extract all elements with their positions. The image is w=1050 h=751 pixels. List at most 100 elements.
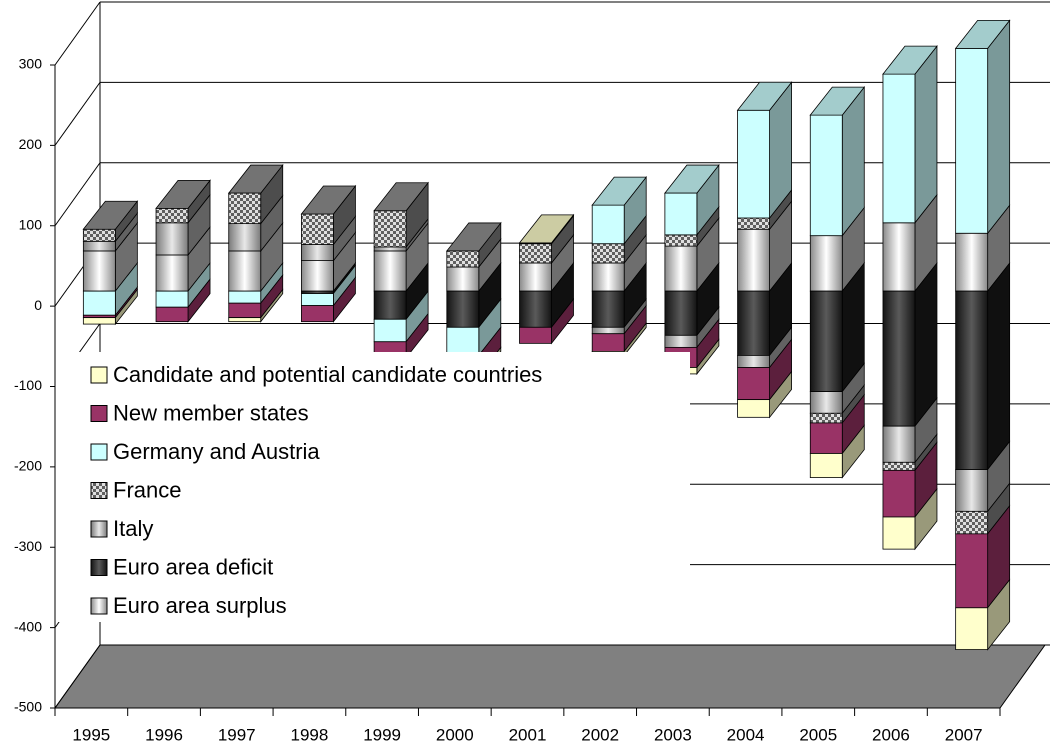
bar-top — [445, 222, 502, 252]
legend-label: Euro area deficit — [113, 554, 273, 579]
bar-segment — [519, 290, 552, 328]
bar-top — [300, 185, 357, 215]
bar-segment — [955, 533, 989, 609]
bar-segment — [155, 306, 189, 323]
bar-segment — [955, 47, 989, 234]
bar-segment — [373, 246, 407, 252]
bar-segment — [446, 290, 480, 328]
x-tick-label: 2002 — [581, 725, 619, 744]
y-tick-label: -400 — [14, 618, 42, 634]
bar-top — [809, 86, 866, 116]
x-tick-label: 2003 — [654, 725, 692, 744]
legend-swatch — [90, 597, 108, 615]
bar-top — [882, 45, 938, 75]
bar-top — [155, 179, 211, 209]
bar-segment — [301, 260, 334, 292]
bar-segment — [228, 223, 262, 252]
bar-segment — [591, 290, 625, 328]
bar-segment — [809, 114, 843, 237]
bar-segment — [446, 266, 480, 292]
bar-segment — [155, 222, 189, 256]
bar-segment — [82, 317, 116, 325]
bar-segment — [737, 217, 770, 230]
y-tick-label: 200 — [19, 136, 43, 152]
bar-segment — [882, 222, 916, 292]
legend-swatch — [90, 366, 108, 384]
bar-segment — [664, 234, 698, 247]
bar-side — [987, 261, 1011, 471]
legend-swatch — [90, 559, 108, 576]
bar-segment — [737, 355, 770, 368]
bar-side — [914, 44, 938, 224]
bar-segment — [955, 510, 989, 535]
bar-segment — [373, 290, 407, 320]
bar-segment — [882, 73, 916, 224]
bar-side — [987, 19, 1011, 235]
bar-segment — [882, 469, 916, 518]
y-tick-label: 100 — [19, 216, 43, 232]
x-tick-label: 1997 — [218, 725, 256, 744]
legend-label: France — [113, 477, 181, 502]
bar-segment — [955, 469, 989, 512]
bar-segment — [301, 305, 334, 323]
bar-segment — [82, 290, 116, 316]
bar-top — [373, 182, 429, 212]
bar-segment — [664, 245, 698, 292]
side-grid-line — [54, 162, 101, 227]
bar-segment — [737, 228, 770, 292]
bar-segment — [519, 326, 552, 344]
bar-segment — [155, 207, 189, 224]
bar-segment — [664, 192, 698, 236]
bar-segment — [737, 367, 770, 401]
bar-segment — [301, 213, 334, 245]
legend-swatch — [90, 405, 108, 422]
side-grid-line — [54, 1, 101, 66]
bar-top — [227, 164, 284, 194]
side-grid-line — [54, 82, 101, 146]
bar-segment — [519, 243, 552, 264]
legend-label: Euro area surplus — [113, 593, 287, 618]
bar-segment — [591, 326, 625, 335]
legend-box — [48, 352, 690, 622]
bar-top — [518, 214, 575, 244]
bar-segment — [809, 453, 843, 478]
bar-segment — [591, 243, 625, 264]
bar-segment — [591, 333, 625, 352]
x-tick-label: 1995 — [72, 725, 110, 744]
y-tick-label: -100 — [14, 377, 42, 393]
bar-segment — [228, 250, 262, 292]
bar-segment — [882, 425, 916, 463]
bar-segment — [446, 250, 480, 268]
bar-segment — [737, 399, 770, 418]
x-tick-label: 2005 — [799, 725, 837, 744]
bar-segment — [809, 391, 843, 414]
bar-segment — [737, 290, 770, 356]
bar-segment — [519, 262, 552, 292]
y-tick-label: 0 — [34, 297, 42, 313]
bar-segment — [809, 290, 843, 392]
bar-segment — [664, 290, 698, 336]
x-tick-label: 1999 — [363, 725, 401, 744]
bar-segment — [228, 317, 262, 323]
floor — [54, 644, 1046, 709]
bar-segment — [301, 293, 334, 306]
bar-segment — [955, 607, 989, 650]
x-tick-label: 2007 — [945, 725, 983, 744]
bar-segment — [228, 290, 262, 304]
bar-segment — [155, 290, 189, 308]
bars — [82, 19, 1011, 651]
bar-segment — [591, 204, 625, 245]
bar-top — [954, 19, 1011, 49]
bar-segment — [882, 290, 916, 427]
bar-segment — [82, 228, 116, 242]
x-tick-label: 2000 — [436, 725, 474, 744]
bar-top — [591, 176, 648, 206]
bar-segment — [373, 250, 407, 292]
legend-swatch — [90, 443, 108, 461]
bar-segment — [155, 254, 189, 292]
y-tick-label: 300 — [19, 56, 43, 72]
bar-top — [736, 81, 793, 111]
legend-label: Germany and Austria — [113, 439, 320, 464]
y-tick-label: -500 — [14, 699, 42, 715]
